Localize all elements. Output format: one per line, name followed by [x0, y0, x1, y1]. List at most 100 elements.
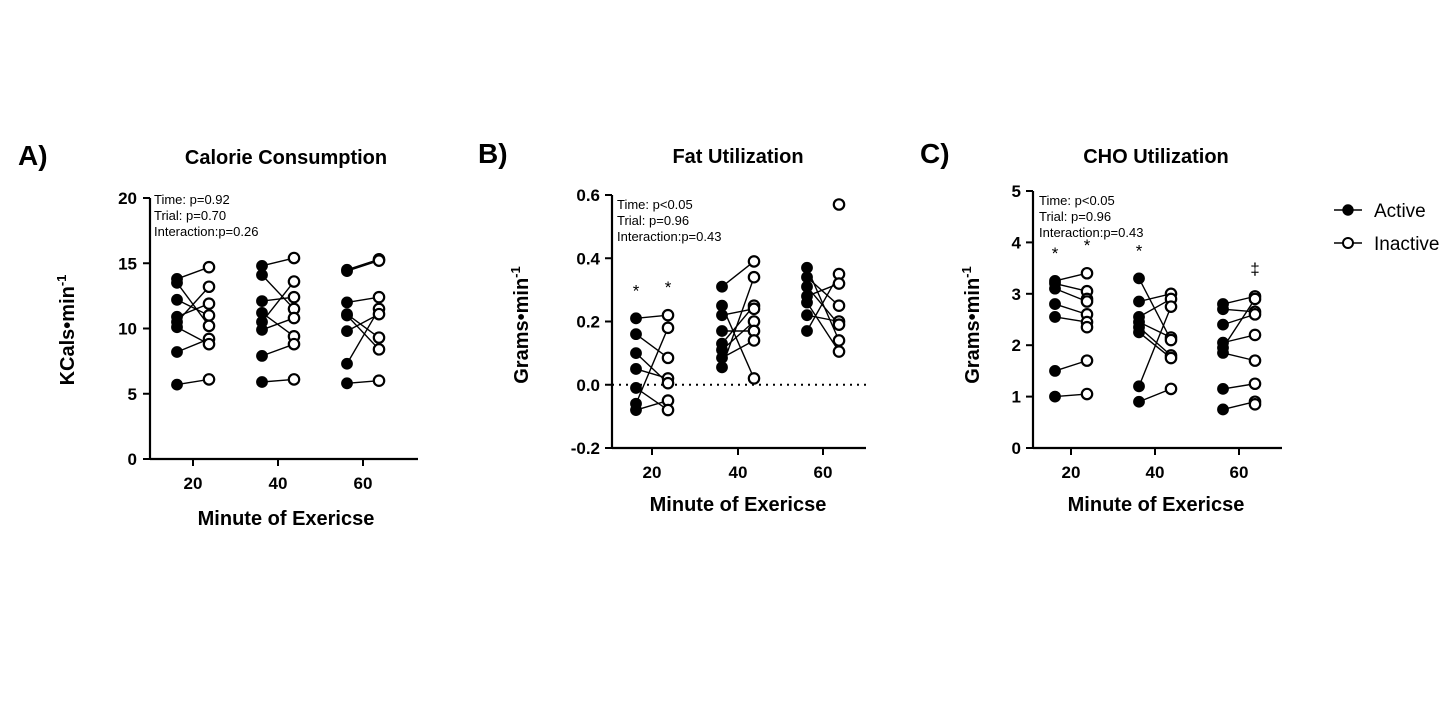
significance-mark: ‡ — [1250, 259, 1259, 278]
stat-text: Time: p<0.05 — [1039, 193, 1115, 208]
inactive-point — [1080, 320, 1094, 334]
active-point — [716, 280, 728, 293]
pair-line — [806, 267, 840, 341]
y-tick-label: -0.2 — [571, 439, 600, 458]
active-point — [341, 296, 353, 309]
significance-mark: * — [1084, 236, 1091, 255]
y-tick-label: 1 — [1012, 388, 1021, 407]
x-tick-label: 60 — [354, 474, 373, 493]
panel-1: A) Calorie Consumption 0 5 10 15 20 20 40 60 Minut… — [18, 140, 418, 530]
x-tick-label: 40 — [269, 474, 288, 493]
inactive-point — [202, 337, 216, 351]
inactive-point — [1248, 308, 1262, 321]
x-tick-label: 20 — [184, 474, 203, 493]
panel-label: B) — [478, 138, 508, 169]
x-axis-title: Minute of Exericse — [198, 508, 375, 530]
inactive-point — [1164, 333, 1178, 347]
y-tick-label: 0 — [128, 450, 137, 469]
inactive-point — [661, 351, 675, 365]
inactive-point — [661, 403, 675, 417]
active-point — [630, 382, 642, 394]
active-point — [1049, 282, 1061, 295]
inactive-point — [661, 308, 675, 322]
x-axis-title: Minute of Exericse — [650, 494, 827, 516]
active-point — [1217, 403, 1229, 416]
stat-text: Time: p=0.92 — [154, 192, 230, 207]
inactive-point — [661, 376, 675, 390]
stat-text: Trial: p=0.70 — [154, 208, 226, 223]
inactive-point — [287, 337, 301, 351]
inactive-point — [287, 251, 301, 265]
active-point — [341, 309, 353, 322]
active-point — [171, 378, 183, 391]
inactive-point — [1164, 351, 1178, 365]
inactive-point — [747, 270, 761, 284]
stat-text: Trial: p=0.96 — [1039, 209, 1111, 224]
inactive-point — [1248, 354, 1262, 367]
y-axis-title-text: Grams•min — [511, 278, 533, 384]
inactive-point — [1080, 295, 1094, 308]
inactive-point — [1248, 377, 1262, 391]
x-tick-label: 60 — [814, 463, 833, 482]
legend-label: Active — [1374, 201, 1426, 222]
active-point — [630, 312, 642, 325]
inactive-point — [202, 297, 216, 311]
legend: Active Inactive — [1334, 201, 1439, 255]
active-point — [171, 321, 183, 334]
y-tick-label: 0.6 — [576, 186, 600, 205]
active-point — [1217, 347, 1229, 359]
inactive-point — [747, 302, 761, 316]
active-point — [1049, 311, 1061, 323]
active-point — [1217, 318, 1229, 331]
inactive-point — [832, 277, 846, 290]
inactive-point — [202, 280, 216, 294]
inactive-point — [832, 345, 846, 358]
chart-title: Fat Utilization — [672, 146, 803, 168]
inactive-point — [372, 374, 386, 387]
x-tick-label: 20 — [643, 463, 662, 482]
x-tick-label: 40 — [729, 463, 748, 482]
inactive-point — [747, 372, 761, 385]
inactive-point — [661, 321, 675, 335]
inactive-point — [202, 309, 216, 322]
y-tick-label: 10 — [118, 320, 137, 339]
x-axis-title: Minute of Exericse — [1068, 494, 1245, 516]
y-axis-title-superscript: -1 — [54, 275, 69, 287]
stat-text: Interaction:p=0.43 — [617, 229, 721, 244]
inactive-point — [202, 373, 216, 386]
y-tick-label: 0.0 — [576, 376, 600, 395]
panel-2: B) Fat Utilization -0.2 0.0 0.2 0.4 0.6 20 40 60 M… — [478, 138, 866, 516]
active-point — [341, 357, 353, 370]
active-point — [630, 363, 642, 375]
y-axis-title: KCals•min-1 — [54, 275, 79, 386]
pair-line — [635, 333, 669, 359]
y-tick-label: 20 — [118, 189, 137, 208]
inactive-point — [372, 290, 386, 304]
y-axis-title-text: KCals•min — [57, 286, 79, 385]
inactive-point — [1080, 266, 1094, 280]
legend-marker-filled — [1342, 204, 1354, 216]
active-point — [256, 269, 268, 281]
active-point — [1217, 303, 1229, 316]
active-point — [341, 377, 353, 390]
pair-line — [1222, 298, 1256, 349]
significance-mark: * — [1052, 244, 1059, 263]
inactive-point — [202, 319, 216, 333]
y-tick-label: 4 — [1012, 233, 1022, 252]
inactive-point — [372, 343, 386, 356]
pair-line — [261, 274, 295, 310]
active-point — [1217, 382, 1229, 395]
active-point — [1133, 326, 1145, 339]
pair-line — [806, 276, 840, 307]
inactive-point — [372, 307, 386, 321]
active-point — [1133, 272, 1145, 285]
significance-mark: * — [1136, 241, 1143, 260]
active-point — [801, 325, 813, 337]
inactive-point — [287, 290, 301, 304]
active-point — [630, 328, 642, 341]
pair-line — [721, 260, 755, 288]
inactive-point — [747, 255, 761, 268]
active-point — [256, 323, 268, 336]
active-point — [256, 376, 268, 388]
